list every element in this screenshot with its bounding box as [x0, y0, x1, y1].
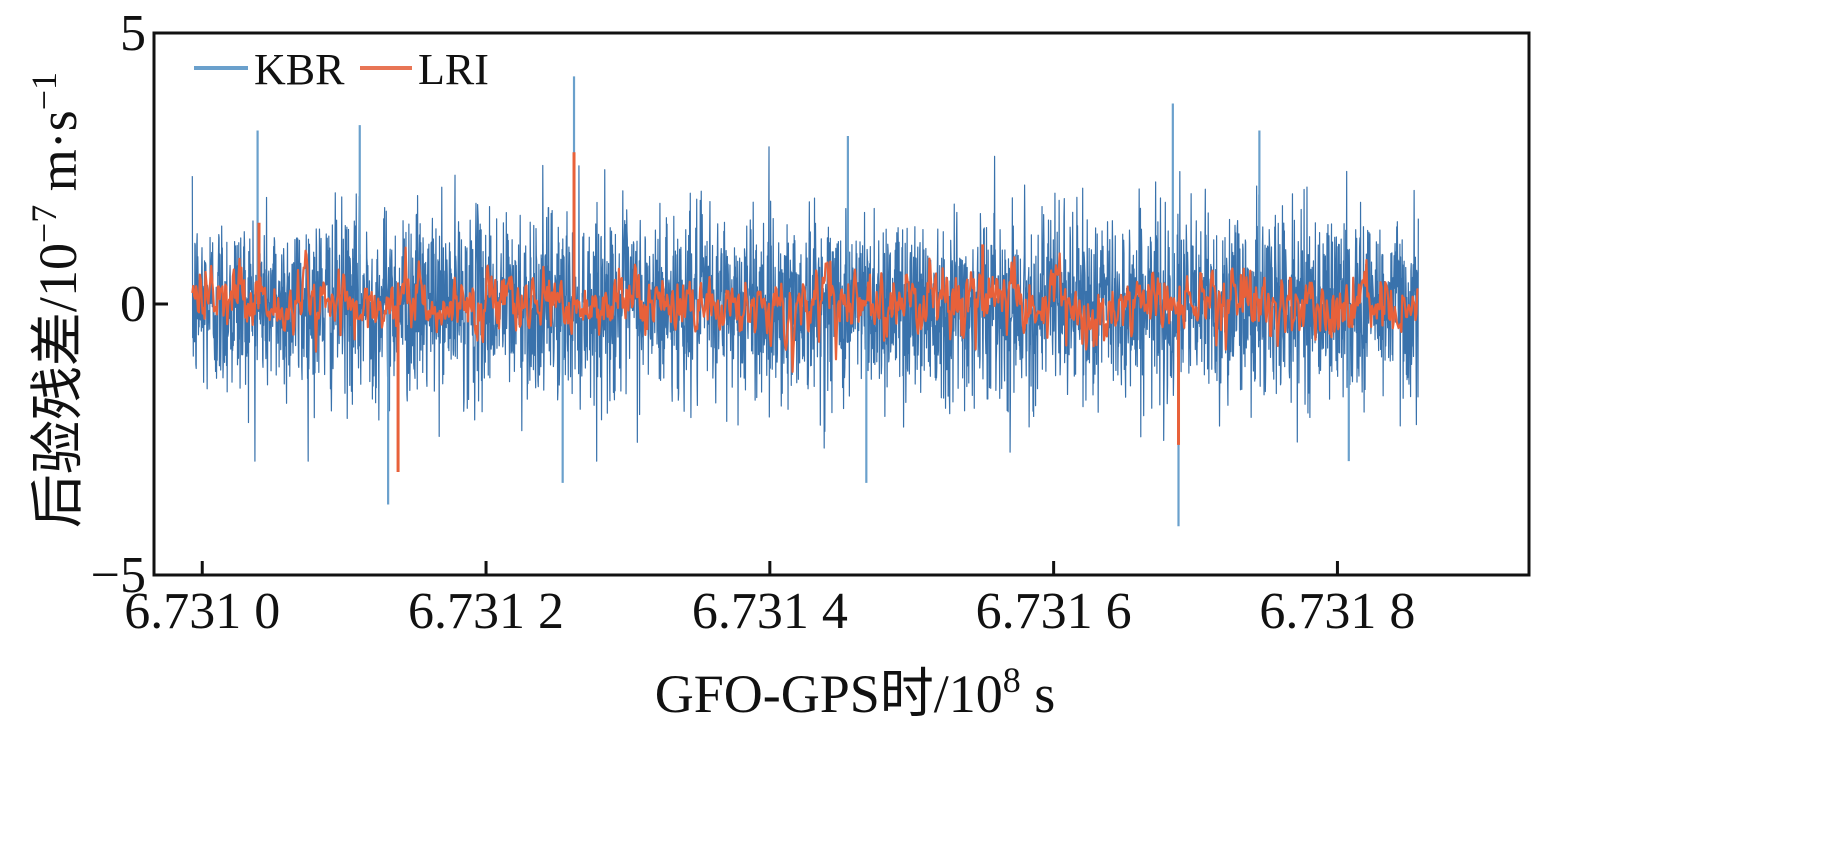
x-tick-label-4: 6.731 8	[1259, 583, 1415, 640]
series-layer	[191, 76, 1419, 527]
y-tick-label-0: −5	[91, 547, 146, 604]
x-tick-label-2: 6.731 4	[692, 583, 848, 640]
x-tick-label-0: 6.731 0	[124, 583, 280, 640]
x-tick-label-1: 6.731 2	[408, 583, 564, 640]
legend-lri-label: LRI	[418, 45, 489, 94]
y-axis-ticks: −5 0 5	[91, 5, 168, 604]
legend: KBR LRI	[194, 45, 489, 94]
x-tick-label-3: 6.731 6	[976, 583, 1132, 640]
y-tick-label-2: 5	[120, 5, 146, 62]
y-tick-label-1: 0	[120, 276, 146, 333]
legend-kbr-label: KBR	[254, 45, 345, 94]
y-axis-title: 后验残差/10−7 m·s−1	[24, 72, 88, 528]
x-axis-ticks: 6.731 0 6.731 2 6.731 4 6.731 6 6.731 8	[124, 561, 1415, 640]
x-axis-title: GFO-GPS时/108 s	[655, 660, 1056, 724]
